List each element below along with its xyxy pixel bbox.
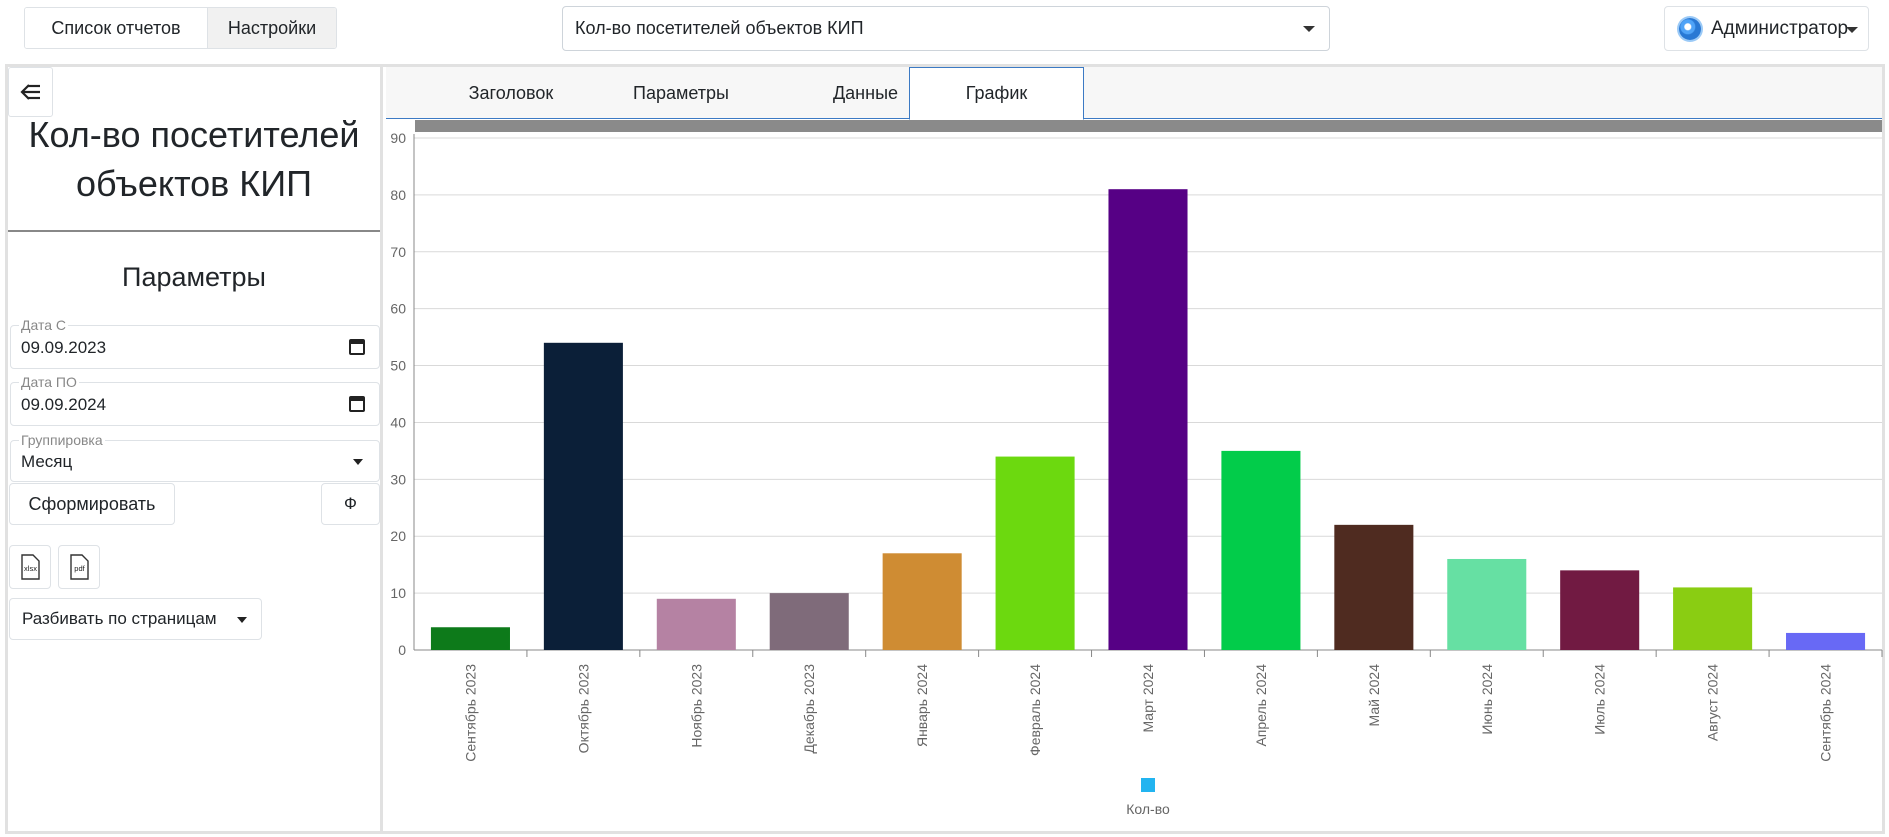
pdf-icon-label: pdf — [74, 564, 85, 573]
user-menu-button[interactable]: Администратор — [1664, 6, 1869, 51]
y-tick-label: 70 — [390, 244, 406, 260]
x-tick-label: Ноябрь 2023 — [688, 664, 704, 748]
x-tick-label: Февраль 2024 — [1027, 664, 1043, 756]
report-title-line1: Кол-во посетителей — [28, 114, 360, 155]
x-tick-label: Октябрь 2023 — [575, 664, 591, 754]
chevron-down-icon — [1846, 27, 1858, 33]
chevron-down-icon — [353, 459, 363, 465]
x-tick-label: Май 2024 — [1366, 664, 1382, 727]
y-tick-label: 60 — [390, 301, 406, 317]
user-name: Администратор — [1711, 17, 1849, 39]
report-select-value: Кол-во посетителей объектов КИП — [575, 18, 864, 38]
report-title-line2: объектов КИП — [75, 163, 313, 204]
pagination-dropdown[interactable]: Разбивать по страницам — [9, 598, 262, 640]
collapse-sidebar-button[interactable] — [8, 67, 53, 117]
date-to-field[interactable]: Дата ПО 09.09.2024 — [10, 374, 380, 426]
calendar-icon[interactable] — [349, 339, 365, 355]
xlsx-file-icon: xlsx — [21, 554, 40, 580]
grouping-value: Месяц — [21, 452, 73, 471]
bar — [1221, 450, 1301, 650]
bar — [1108, 189, 1188, 650]
main-frame — [5, 64, 1885, 834]
y-tick-label: 50 — [390, 358, 406, 374]
x-tick-label: Июнь 2024 — [1479, 664, 1495, 735]
bar — [1560, 570, 1640, 650]
bar — [1673, 587, 1753, 650]
filter-button[interactable]: Ф — [321, 483, 380, 525]
y-tick-label: 30 — [390, 471, 406, 487]
top-nav: Список отчетов Настройки — [24, 7, 337, 49]
legend-swatch — [1141, 778, 1155, 792]
xlsx-icon-label: xlsx — [24, 564, 37, 573]
generate-button[interactable]: Сформировать — [9, 483, 175, 525]
reports-list-button[interactable]: Список отчетов — [25, 8, 208, 48]
bar — [543, 342, 623, 650]
report-title: Кол-во посетителей объектов КИП — [5, 110, 383, 208]
x-tick-label: Июль 2024 — [1592, 664, 1608, 735]
x-tick-label: Апрель 2024 — [1253, 664, 1269, 747]
y-tick-label: 20 — [390, 528, 406, 544]
pagination-label: Разбивать по страницам — [22, 609, 217, 628]
date-to-value: 09.09.2024 — [21, 395, 107, 414]
grouping-select[interactable]: Группировка Месяц — [10, 432, 380, 482]
bar — [1786, 632, 1866, 650]
tab-data[interactable]: Данные — [832, 82, 899, 103]
tab-parameters[interactable]: Параметры — [633, 82, 729, 103]
bar — [882, 553, 962, 650]
y-tick-label: 10 — [390, 585, 406, 601]
tab-bar: Заголовок Параметры Данные График — [386, 67, 1882, 120]
x-tick-label: Январь 2024 — [914, 664, 930, 747]
y-tick-label: 80 — [390, 187, 406, 203]
settings-button[interactable]: Настройки — [208, 8, 336, 48]
date-from-value: 09.09.2023 — [21, 338, 107, 357]
x-tick-label: Март 2024 — [1140, 664, 1156, 733]
pdf-file-icon: pdf — [70, 554, 89, 580]
grouping-label: Группировка — [19, 432, 105, 448]
calendar-icon[interactable] — [349, 396, 365, 412]
bar — [656, 598, 736, 650]
export-xlsx-button[interactable]: xlsx — [9, 545, 51, 589]
bar — [769, 593, 849, 650]
date-to-label: Дата ПО — [19, 374, 79, 390]
bar-chart: 0 10 20 30 40 50 60 70 80 90 Сентябрь 2023 Октябрь … — [390, 130, 1883, 817]
y-tick-label: 90 — [390, 130, 406, 146]
report-select[interactable]: Кол-во посетителей объектов КИП — [562, 6, 1330, 51]
x-tick-label: Сентябрь 2023 — [462, 664, 478, 762]
y-tick-label: 40 — [390, 414, 406, 430]
parameters-panel: Кол-во посетителей объектов КИП Параметр… — [5, 64, 383, 834]
chevron-down-icon — [237, 617, 247, 623]
bar — [995, 456, 1075, 650]
date-from-label: Дата С — [19, 317, 69, 333]
x-tick-label: Декабрь 2023 — [801, 664, 817, 754]
bar — [430, 627, 510, 650]
export-pdf-button[interactable]: pdf — [58, 545, 100, 589]
y-tick-label: 0 — [398, 642, 406, 658]
collapse-menu-icon — [19, 84, 40, 100]
tab-header[interactable]: Заголовок — [468, 82, 554, 103]
x-tick-label: Сентябрь 2024 — [1818, 664, 1834, 762]
horizontal-scrollbar[interactable] — [415, 120, 1882, 132]
divider — [8, 230, 380, 232]
x-tick-label: Август 2024 — [1705, 664, 1721, 741]
user-avatar-icon — [1679, 17, 1701, 40]
bar — [1334, 524, 1414, 650]
legend-label: Кол-во — [1126, 801, 1170, 817]
bar — [1447, 558, 1527, 650]
tab-chart[interactable]: График — [909, 67, 1084, 120]
date-from-field[interactable]: Дата С 09.09.2023 — [10, 317, 380, 369]
chevron-down-icon — [1303, 26, 1315, 32]
parameters-heading: Параметры — [122, 262, 266, 292]
